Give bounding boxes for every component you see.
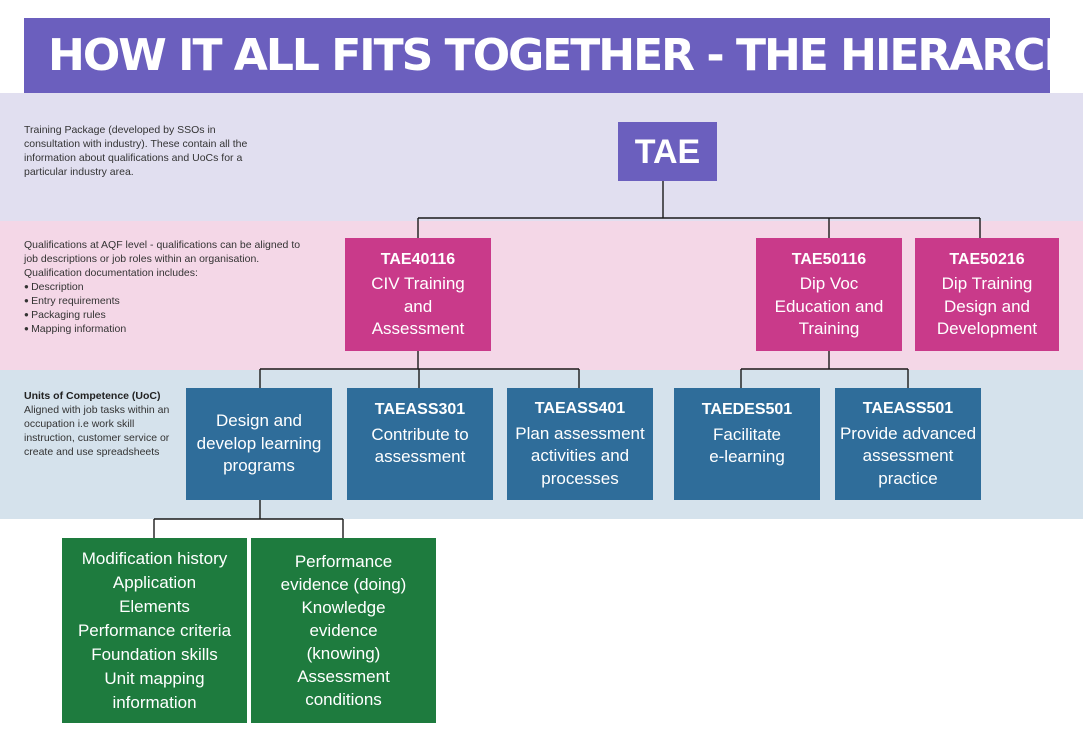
node-line: Dip Training [941,274,1033,293]
node-line: conditions [305,690,382,709]
node-line: Provide advanced [839,423,977,443]
training-package-band [0,93,1083,221]
node-line: activities and [530,446,630,465]
list-item: Mapping information [24,322,314,336]
list-item: Description [24,280,314,294]
node-code: TAEDES501 [701,401,793,418]
node-code: TAEASS501 [862,400,954,417]
node-line: Modification history [81,548,228,568]
node-code: TAEASS301 [374,401,466,418]
node-code: TAE50116 [791,250,867,268]
node-line: Knowledge [301,598,386,617]
node-line: Assessment [371,319,465,338]
node-taeass501: TAEASS501 Provide advanced assessment pr… [835,388,981,500]
node-line: Application [112,572,197,592]
node-line: information [112,692,197,712]
node-line: develop learning [196,433,322,453]
node-line: Contribute to [371,424,469,444]
unit-description-heading: Units of Competence (UoC) [24,390,161,402]
node-code: TAEASS401 [534,400,626,417]
node-line: (knowing) [306,644,381,663]
unit-description-text: Aligned with job tasks within an occupat… [24,404,170,458]
node-tae: TAE [618,122,717,181]
node-design-develop: Design and develop learning programs [186,388,332,500]
node-line: programs [223,456,295,476]
qualification-description-text: Qualifications at AQF level - qualificat… [24,239,301,279]
qualification-documentation-list: Description Entry requirements Packaging… [24,280,314,336]
node-line: CIV Training [371,274,465,293]
qualification-description: Qualifications at AQF level - qualificat… [24,238,314,336]
node-taeass301: TAEASS301 Contribute to assessment [347,388,493,500]
node-line: Performance criteria [77,620,232,640]
training-package-description: Training Package (developed by SSOs in c… [24,124,248,178]
node-line: Unit mapping [104,668,205,688]
node-line: practice [878,468,938,488]
node-line: Training [798,319,860,338]
node-taedes501: TAEDES501 Facilitate e-learning [674,388,820,500]
node-line: Plan assessment [515,423,645,443]
list-item: Entry requirements [24,294,314,308]
node-tae50116: TAE50116 Dip Voc Education and Training [756,238,902,351]
node-line: processes [541,468,619,488]
node-line: assessment [374,447,466,466]
node-line: Facilitate [712,424,782,444]
node-label: TAE [634,132,701,171]
node-unit-components: Modification history Application Element… [62,538,247,723]
unit-description: Units of Competence (UoC) Aligned with j… [24,389,174,459]
node-line: Elements [119,596,190,616]
node-line: and [403,296,433,316]
node-line: Design and [943,296,1030,316]
node-line: Education and [774,296,884,316]
node-line: Performance [294,552,393,571]
node-tae50216: TAE50216 Dip Training Design and Develop… [915,238,1059,351]
node-line: evidence (doing) [280,575,407,594]
node-evidence: Performance evidence (doing) Knowledge e… [251,538,436,723]
node-line: Assessment [297,667,390,686]
node-code: TAE40116 [380,250,456,268]
page-title: HOW IT ALL FITS TOGETHER - THE HIERARCHY [24,18,1083,93]
node-code: TAE50216 [949,250,1025,268]
list-item: Packaging rules [24,308,314,322]
node-line: Development [936,319,1038,338]
node-line: e-learning [709,447,785,466]
node-taeass401: TAEASS401 Plan assessment activities and… [507,388,653,500]
node-line: Design and [215,411,302,431]
node-line: assessment [862,446,954,465]
node-line: Dip Voc [799,274,859,293]
node-line: Foundation skills [91,644,218,664]
node-tae40116: TAE40116 CIV Training and Assessment [345,238,491,351]
node-line: evidence [309,621,378,640]
